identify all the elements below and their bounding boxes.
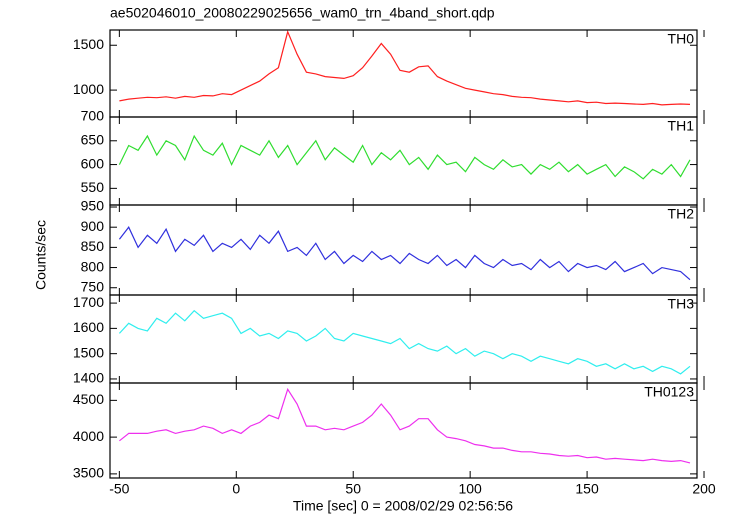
x-tick-label: 150 — [575, 481, 599, 497]
x-axis-label: Time [sec] 0 = 2008/02/29 02:56:56 — [293, 498, 513, 514]
y-tick-label: 750 — [81, 278, 105, 294]
light-curve — [119, 387, 691, 464]
light-curve — [118, 226, 691, 281]
panel-frame — [109, 382, 698, 479]
y-tick-label: 3500 — [73, 465, 104, 481]
y-axis-label: Counts/sec — [33, 220, 49, 290]
x-tick-label: -50 — [109, 481, 129, 497]
y-tick-label: 1500 — [73, 36, 104, 52]
y-tick-label: 1000 — [73, 81, 104, 97]
panel-frame — [109, 204, 698, 296]
y-tick-label: 550 — [81, 179, 105, 195]
x-tick-label: 50 — [345, 481, 361, 497]
panel-label: TH0123 — [644, 384, 694, 400]
y-tick-label: 600 — [81, 155, 105, 171]
y-tick-label: 850 — [81, 238, 105, 254]
panel-label: TH3 — [668, 296, 695, 312]
x-tick-label: 100 — [458, 481, 482, 497]
light-curve — [118, 309, 691, 375]
y-tick-label: 900 — [81, 218, 105, 234]
light-curve — [119, 29, 691, 106]
panel-label: TH2 — [668, 206, 695, 222]
panel-frame — [109, 294, 698, 384]
y-tick-label: 1600 — [73, 319, 104, 335]
y-tick-label: 4500 — [73, 391, 104, 407]
panel-label: TH0 — [668, 31, 695, 47]
y-tick-label: 800 — [81, 258, 105, 274]
x-tick-label: 200 — [692, 481, 716, 497]
panel-label: TH1 — [668, 118, 695, 134]
x-tick-label: 0 — [232, 481, 240, 497]
y-tick-label: 1400 — [73, 370, 104, 386]
y-tick-label: 1700 — [73, 294, 104, 310]
y-tick-label: 950 — [81, 198, 105, 214]
y-tick-label: 1500 — [73, 344, 104, 360]
y-tick-label: 650 — [81, 131, 105, 147]
y-tick-label: 700 — [81, 108, 105, 124]
light-curve — [118, 134, 691, 180]
panel-frame — [109, 116, 698, 206]
y-tick-label: 4000 — [73, 428, 104, 444]
chart-title: ae502046010_20080229025656_wam0_trn_4ban… — [110, 5, 495, 21]
